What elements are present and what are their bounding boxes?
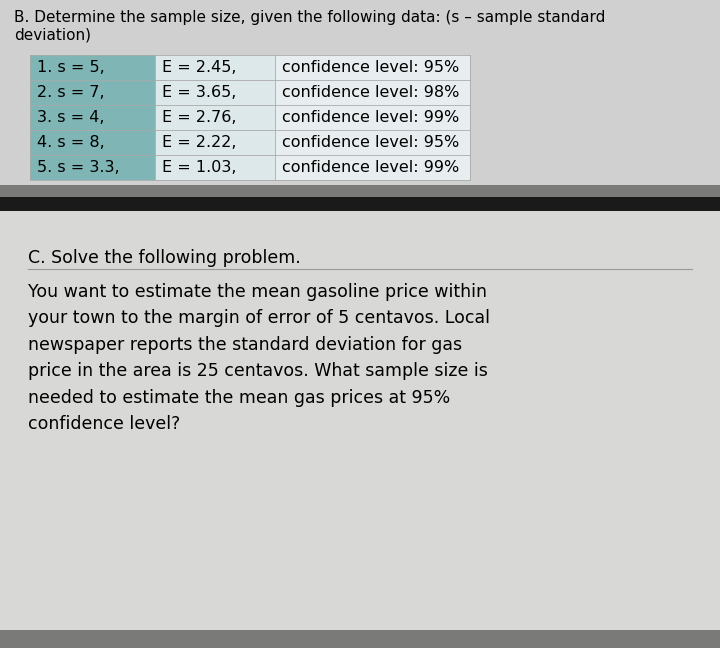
Text: 5. s = 3.3,: 5. s = 3.3, [37, 160, 120, 175]
Bar [30, 55, 155, 180]
Text: confidence level: 95%: confidence level: 95% [282, 60, 459, 75]
Bar [0, 211, 720, 648]
Text: B. Determine the sample size, given the following data: (s – sample standard: B. Determine the sample size, given the … [14, 10, 606, 25]
Bar [0, 197, 720, 211]
Text: confidence level: 99%: confidence level: 99% [282, 160, 459, 175]
Text: confidence level: 99%: confidence level: 99% [282, 110, 459, 125]
Text: deviation): deviation) [14, 28, 91, 43]
Text: E = 2.76,: E = 2.76, [162, 110, 236, 125]
Text: 1. s = 5,: 1. s = 5, [37, 60, 104, 75]
Text: You want to estimate the mean gasoline price within
your town to the margin of e: You want to estimate the mean gasoline p… [28, 283, 490, 433]
Text: E = 2.22,: E = 2.22, [162, 135, 236, 150]
Text: E = 1.03,: E = 1.03, [162, 160, 236, 175]
Text: E = 2.45,: E = 2.45, [162, 60, 236, 75]
Bar [155, 55, 275, 180]
Bar [0, 185, 720, 197]
Text: 3. s = 4,: 3. s = 4, [37, 110, 104, 125]
Text: confidence level: 98%: confidence level: 98% [282, 85, 459, 100]
Text: C. Solve the following problem.: C. Solve the following problem. [28, 249, 301, 267]
Bar [275, 55, 470, 180]
Text: 4. s = 8,: 4. s = 8, [37, 135, 104, 150]
Text: confidence level: 95%: confidence level: 95% [282, 135, 459, 150]
Text: 2. s = 7,: 2. s = 7, [37, 85, 104, 100]
Bar [0, 630, 720, 648]
Text: E = 3.65,: E = 3.65, [162, 85, 236, 100]
